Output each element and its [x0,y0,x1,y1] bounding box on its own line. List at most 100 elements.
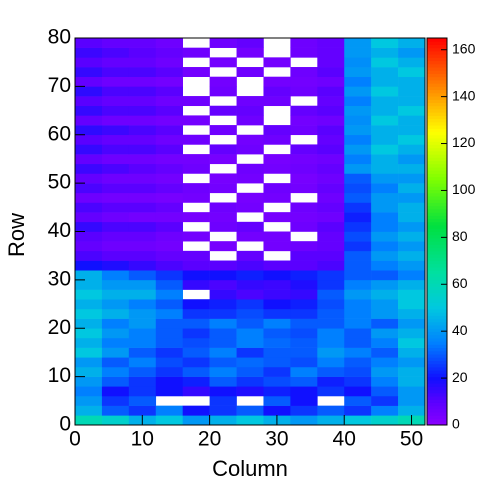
heatmap-cell [290,328,318,339]
colorbar-step [427,205,447,210]
heatmap-cell [317,57,345,68]
heatmap-cell [398,134,426,145]
heatmap-cell [344,405,372,416]
heatmap-cell [75,366,103,377]
colorbar-tick-label: 20 [452,369,468,385]
heatmap-cell [398,376,426,387]
colorbar-step [427,225,447,229]
heatmap-cell [344,376,372,387]
heatmap-cell [155,221,183,232]
heatmap-cell [101,38,130,48]
heatmap-cell [128,260,157,271]
heatmap-cell [263,86,291,97]
colorbar-step [427,186,447,191]
heatmap-cell [101,241,130,252]
colorbar-tick-label: 80 [452,228,468,244]
heatmap-cell [75,115,103,126]
heatmap-cell [236,386,264,397]
heatmap-cell [128,241,157,252]
heatmap-cell [371,38,399,48]
heatmap-cell [101,386,130,397]
heatmap-cell [290,115,318,126]
heatmap-cell [263,328,291,339]
colorbar-step [427,254,447,258]
heatmap-cell [290,154,318,165]
heatmap-cell [75,38,103,48]
heatmap-cell [182,270,210,281]
heatmap-cell [155,173,183,184]
heatmap-cell [75,299,103,310]
heatmap-cell [236,405,264,416]
colorbar-step [427,170,447,174]
heatmap-cell [128,67,157,77]
heatmap-cell [317,173,345,184]
heatmap-cell [75,76,103,87]
heatmap-cell [75,47,103,58]
heatmap-cell [236,105,264,116]
heatmap-cell [290,366,318,377]
heatmap-cell [317,328,345,339]
heatmap-cell [398,328,426,339]
heatmap-cell [317,357,345,368]
heatmap-cell [398,241,426,252]
heatmap-cell [371,76,399,87]
heatmap-cell [182,279,210,290]
colorbar-step [427,292,447,297]
heatmap-cell [182,212,210,223]
heatmap-cell [101,415,130,426]
heatmap-cell [290,105,318,116]
heatmap-cell [128,134,157,145]
heatmap-cell [263,405,291,416]
heatmap-cell [155,250,183,261]
heatmap-cell [101,395,130,406]
heatmap-cell [344,366,372,377]
colorbar-step [427,92,447,97]
heatmap-cell [344,125,372,136]
heatmap-cell [182,318,210,329]
heatmap-cell [155,279,183,290]
heatmap-cell [263,308,291,319]
heatmap-cell [75,105,103,116]
y-tick-label: 80 [48,26,71,49]
y-tick-label: 0 [59,413,71,436]
heatmap-cell [236,260,264,271]
heatmap-cell [101,270,130,281]
heatmap-cell [263,212,291,223]
heatmap-cell [209,308,237,319]
heatmap-cell [290,376,318,387]
x-tick-label: 40 [333,428,356,451]
heatmap-cell [371,47,399,58]
heatmap-cell [236,134,264,145]
heatmap-cell [344,154,372,165]
heatmap-cell [209,57,237,68]
colorbar-step [427,50,447,55]
colorbar-step [427,215,447,220]
colorbar-step [427,38,447,42]
heatmap-cell [155,405,183,416]
colorbar-step [427,54,447,58]
heatmap-cell [290,38,318,48]
heatmap-cell [128,395,157,406]
heatmap-cell [344,386,372,397]
heatmap-cell [344,241,372,252]
heatmap-cell [236,270,264,281]
colorbar-step [427,167,447,171]
heatmap-cell [75,318,103,329]
colorbar-step [427,163,447,168]
heatmap-cell [371,270,399,281]
colorbar-step [427,286,447,291]
heatmap-cell [75,241,103,252]
colorbar-step [427,228,447,232]
heatmap-cell [317,202,345,213]
heatmap-cell [290,86,318,97]
heatmap-cell [182,96,210,107]
x-axis-label: Column [212,456,288,481]
heatmap-cell [371,192,399,203]
heatmap-cell [75,212,103,223]
heatmap-cell [236,47,264,58]
heatmap-cell [182,357,210,368]
colorbar-step [427,315,447,320]
colorbar-step [427,63,447,68]
heatmap-cell [317,318,345,329]
colorbar-step [427,154,447,158]
